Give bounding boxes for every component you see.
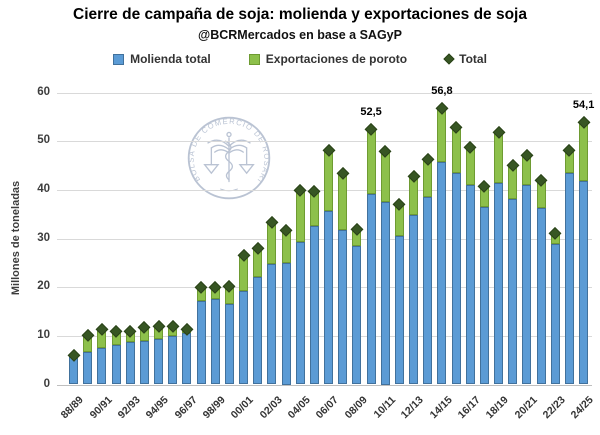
molienda-segment xyxy=(380,202,390,385)
molienda-segment xyxy=(437,162,447,385)
legend-label-exportaciones: Exportaciones de poroto xyxy=(265,52,408,66)
legend-item-total: Total xyxy=(443,52,487,66)
molienda-segment xyxy=(423,197,433,385)
x-tick-label: 92/93 xyxy=(115,394,143,422)
legend-item-molienda: Molienda total xyxy=(113,52,211,66)
molienda-segment xyxy=(564,172,574,385)
x-tick-label: 88/89 xyxy=(58,394,86,422)
data-label: 54,1 xyxy=(572,98,595,111)
x-tick-label: 96/97 xyxy=(172,394,200,422)
x-tick-label: 22/23 xyxy=(540,394,568,422)
molienda-segment xyxy=(465,184,475,385)
x-tick-label: 08/09 xyxy=(342,394,370,422)
molienda-segment xyxy=(324,210,334,385)
y-tick-label: 0 xyxy=(43,378,50,390)
exportaciones-segment xyxy=(380,151,390,203)
exportaciones-segment xyxy=(437,108,447,163)
exportaciones-segment xyxy=(579,121,589,182)
exportaciones-segment xyxy=(451,126,461,174)
x-tick-label: 90/91 xyxy=(87,394,115,422)
molienda-segment xyxy=(479,207,489,385)
data-label: 56,8 xyxy=(431,85,453,98)
chart-subtitle: @BCRMercados en base a SAGyP xyxy=(198,28,402,42)
y-tick-label: 20 xyxy=(37,280,50,292)
x-tick-label: 14/15 xyxy=(427,394,455,422)
x-tick-label: 94/95 xyxy=(143,394,172,422)
molienda-segment xyxy=(338,229,348,385)
molienda-segment xyxy=(111,344,121,385)
molienda-segment xyxy=(154,338,164,385)
molienda-segment xyxy=(451,173,461,385)
x-tick-label: 04/05 xyxy=(285,394,313,422)
molienda-segment xyxy=(536,208,546,385)
y-tick-label: 30 xyxy=(37,232,50,244)
x-tick-label: 06/07 xyxy=(313,394,342,422)
y-tick-label: 50 xyxy=(37,134,50,146)
legend-label-total: Total xyxy=(459,52,487,66)
chart-title: Cierre de campaña de soja: molienda y ex… xyxy=(73,6,527,23)
exportaciones-segment xyxy=(267,222,277,265)
molienda-segment xyxy=(409,214,419,385)
x-tick-label: 10/11 xyxy=(371,394,398,421)
molienda-segment xyxy=(168,336,178,385)
x-tick-label: 24/25 xyxy=(569,394,597,422)
molienda-segment xyxy=(366,193,376,385)
x-tick-label: 12/13 xyxy=(399,394,427,422)
x-axis-line xyxy=(57,385,592,386)
molienda-segment xyxy=(579,181,589,385)
molienda-segment xyxy=(139,340,149,385)
exportaciones-segment xyxy=(494,132,504,184)
molienda-segment xyxy=(295,241,305,385)
exportaciones-segment xyxy=(366,129,376,194)
x-tick-label: 16/17 xyxy=(455,394,483,422)
bcr-watermark-logo: BOLSA DE COMERCIO DE ROSARIO xyxy=(187,116,271,200)
molienda-segment xyxy=(309,226,319,385)
molienda-segment xyxy=(394,235,404,385)
molienda-segment xyxy=(239,290,249,385)
exportaciones-segment xyxy=(295,190,305,242)
legend-item-exportaciones: Exportaciones de poroto xyxy=(248,52,408,66)
molienda-segment xyxy=(281,263,291,385)
molienda-segment xyxy=(224,303,234,385)
molienda-segment xyxy=(494,183,504,385)
x-tick-label: 00/01 xyxy=(228,394,257,422)
gridline xyxy=(57,93,592,94)
molienda-segment xyxy=(352,245,362,385)
molienda-segment xyxy=(522,184,532,385)
legend: Molienda total Exportaciones de poroto T… xyxy=(0,52,600,66)
molienda-segment xyxy=(550,243,560,385)
molienda-segment xyxy=(508,198,518,385)
molienda-segment xyxy=(253,277,263,385)
exportaciones-segment xyxy=(338,173,348,230)
molienda-segment xyxy=(125,342,135,385)
molienda-segment xyxy=(210,298,220,385)
molienda-segment xyxy=(267,264,277,385)
y-tick-label: 10 xyxy=(37,329,50,341)
exportaciones-segment xyxy=(324,149,334,211)
data-label: 52,5 xyxy=(360,106,382,119)
molienda-segment xyxy=(97,347,107,385)
molienda-segment xyxy=(182,333,192,385)
exportaciones-swatch-icon xyxy=(248,53,260,65)
gridline xyxy=(57,141,592,142)
molienda-segment xyxy=(83,351,93,385)
molienda-swatch-icon xyxy=(113,53,125,65)
molienda-segment xyxy=(196,300,206,385)
x-tick-label: 18/19 xyxy=(484,394,512,422)
x-tick-label: 20/21 xyxy=(512,394,540,422)
legend-label-molienda: Molienda total xyxy=(130,52,211,66)
y-tick-label: 60 xyxy=(37,86,50,98)
y-tick-label: 40 xyxy=(37,183,50,195)
x-tick-label: 98/99 xyxy=(200,394,228,422)
x-tick-label: 02/03 xyxy=(257,394,285,422)
caduceus-and-scales-icon xyxy=(203,131,255,192)
